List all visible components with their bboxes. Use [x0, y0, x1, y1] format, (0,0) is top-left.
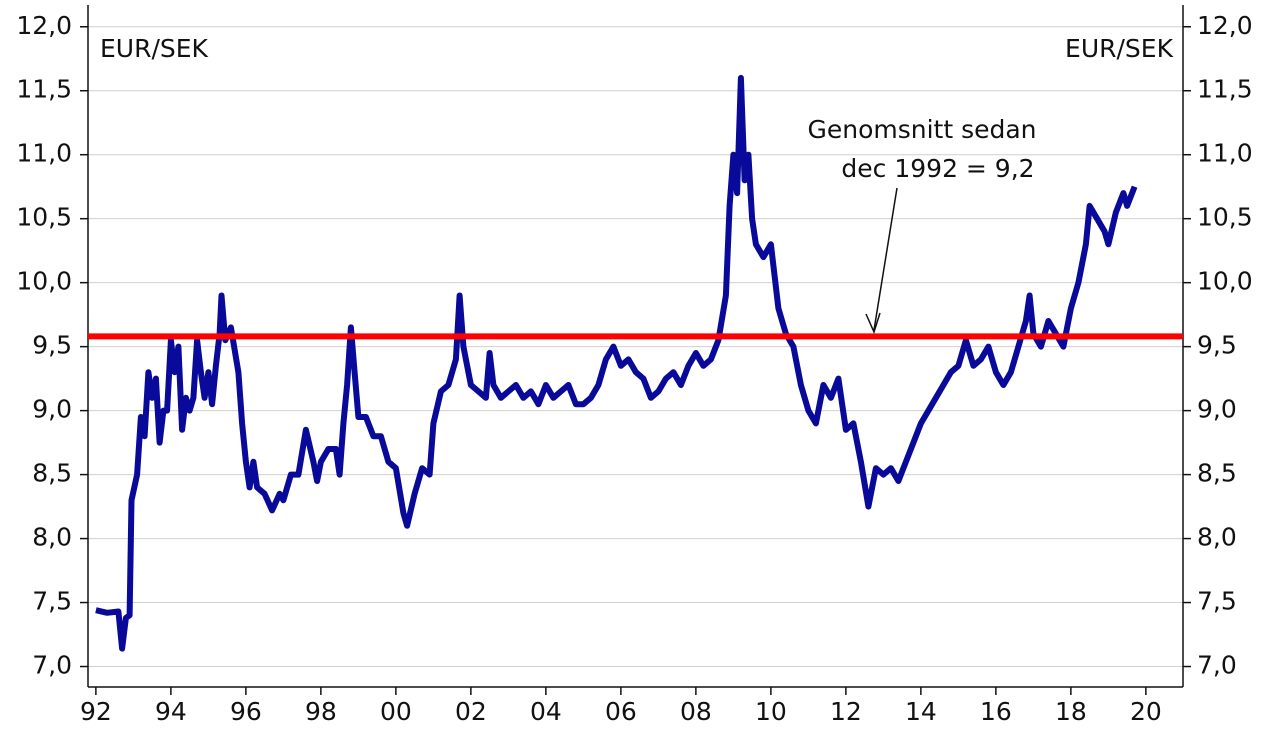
- y2-tick-label: 12,0: [1197, 11, 1253, 40]
- x-tick-label: 06: [605, 697, 637, 726]
- x-tick-label: 12: [830, 697, 862, 726]
- y2-tick-label: 9,5: [1197, 331, 1237, 360]
- y2-tick-label: 10,0: [1197, 267, 1253, 296]
- annotation: Genomsnitt sedan: [807, 115, 1036, 144]
- x-tick-label: 10: [755, 697, 787, 726]
- y2-tick-label: 11,5: [1197, 75, 1253, 104]
- y2-tick-label: 11,0: [1197, 139, 1253, 168]
- series-line: [95, 74, 1138, 652]
- x-tick-label: 94: [155, 697, 187, 726]
- x-tick-label: 00: [380, 697, 412, 726]
- x-tick-label: 98: [305, 697, 337, 726]
- y-tick-label: 12,0: [16, 11, 72, 40]
- y-tick-label: 11,5: [16, 75, 72, 104]
- y-tick-label: 9,0: [32, 395, 72, 424]
- annotation: dec 1992 = 9,2: [841, 154, 1034, 183]
- y2-axis-label: EUR/SEK: [1065, 34, 1174, 63]
- y-tick-label: 7,5: [32, 587, 72, 616]
- x-tick-label: 18: [1055, 697, 1087, 726]
- y2-tick-label: 10,5: [1197, 203, 1253, 232]
- y2-tick-label: 9,0: [1197, 395, 1237, 424]
- x-tick-label: 14: [905, 697, 937, 726]
- y2-tick-label: 7,0: [1197, 651, 1237, 680]
- x-tick-label: 08: [680, 697, 712, 726]
- y-tick-label: 8,5: [32, 459, 72, 488]
- x-tick-label: 04: [530, 697, 562, 726]
- y-axis-label: EUR/SEK: [100, 34, 209, 63]
- y2-tick-label: 8,5: [1197, 459, 1237, 488]
- annotation-arrowhead: [865, 312, 881, 335]
- x-tick-label: 02: [455, 697, 487, 726]
- x-tick-label: 16: [980, 697, 1012, 726]
- y-tick-label: 8,0: [32, 523, 72, 552]
- x-tick-label: 96: [230, 697, 262, 726]
- x-tick-label: 92: [80, 697, 112, 726]
- y-tick-label: 11,0: [16, 139, 72, 168]
- y-tick-label: 9,5: [32, 331, 72, 360]
- x-tick-label: 20: [1130, 697, 1162, 726]
- y-tick-label: 10,5: [16, 203, 72, 232]
- grid: [88, 26, 1183, 668]
- y2-tick-label: 7,5: [1197, 587, 1237, 616]
- annotation-arrow: [873, 187, 898, 331]
- y2-tick-label: 8,0: [1197, 523, 1237, 552]
- y-tick-label: 7,0: [32, 651, 72, 680]
- y-tick-label: 10,0: [16, 267, 72, 296]
